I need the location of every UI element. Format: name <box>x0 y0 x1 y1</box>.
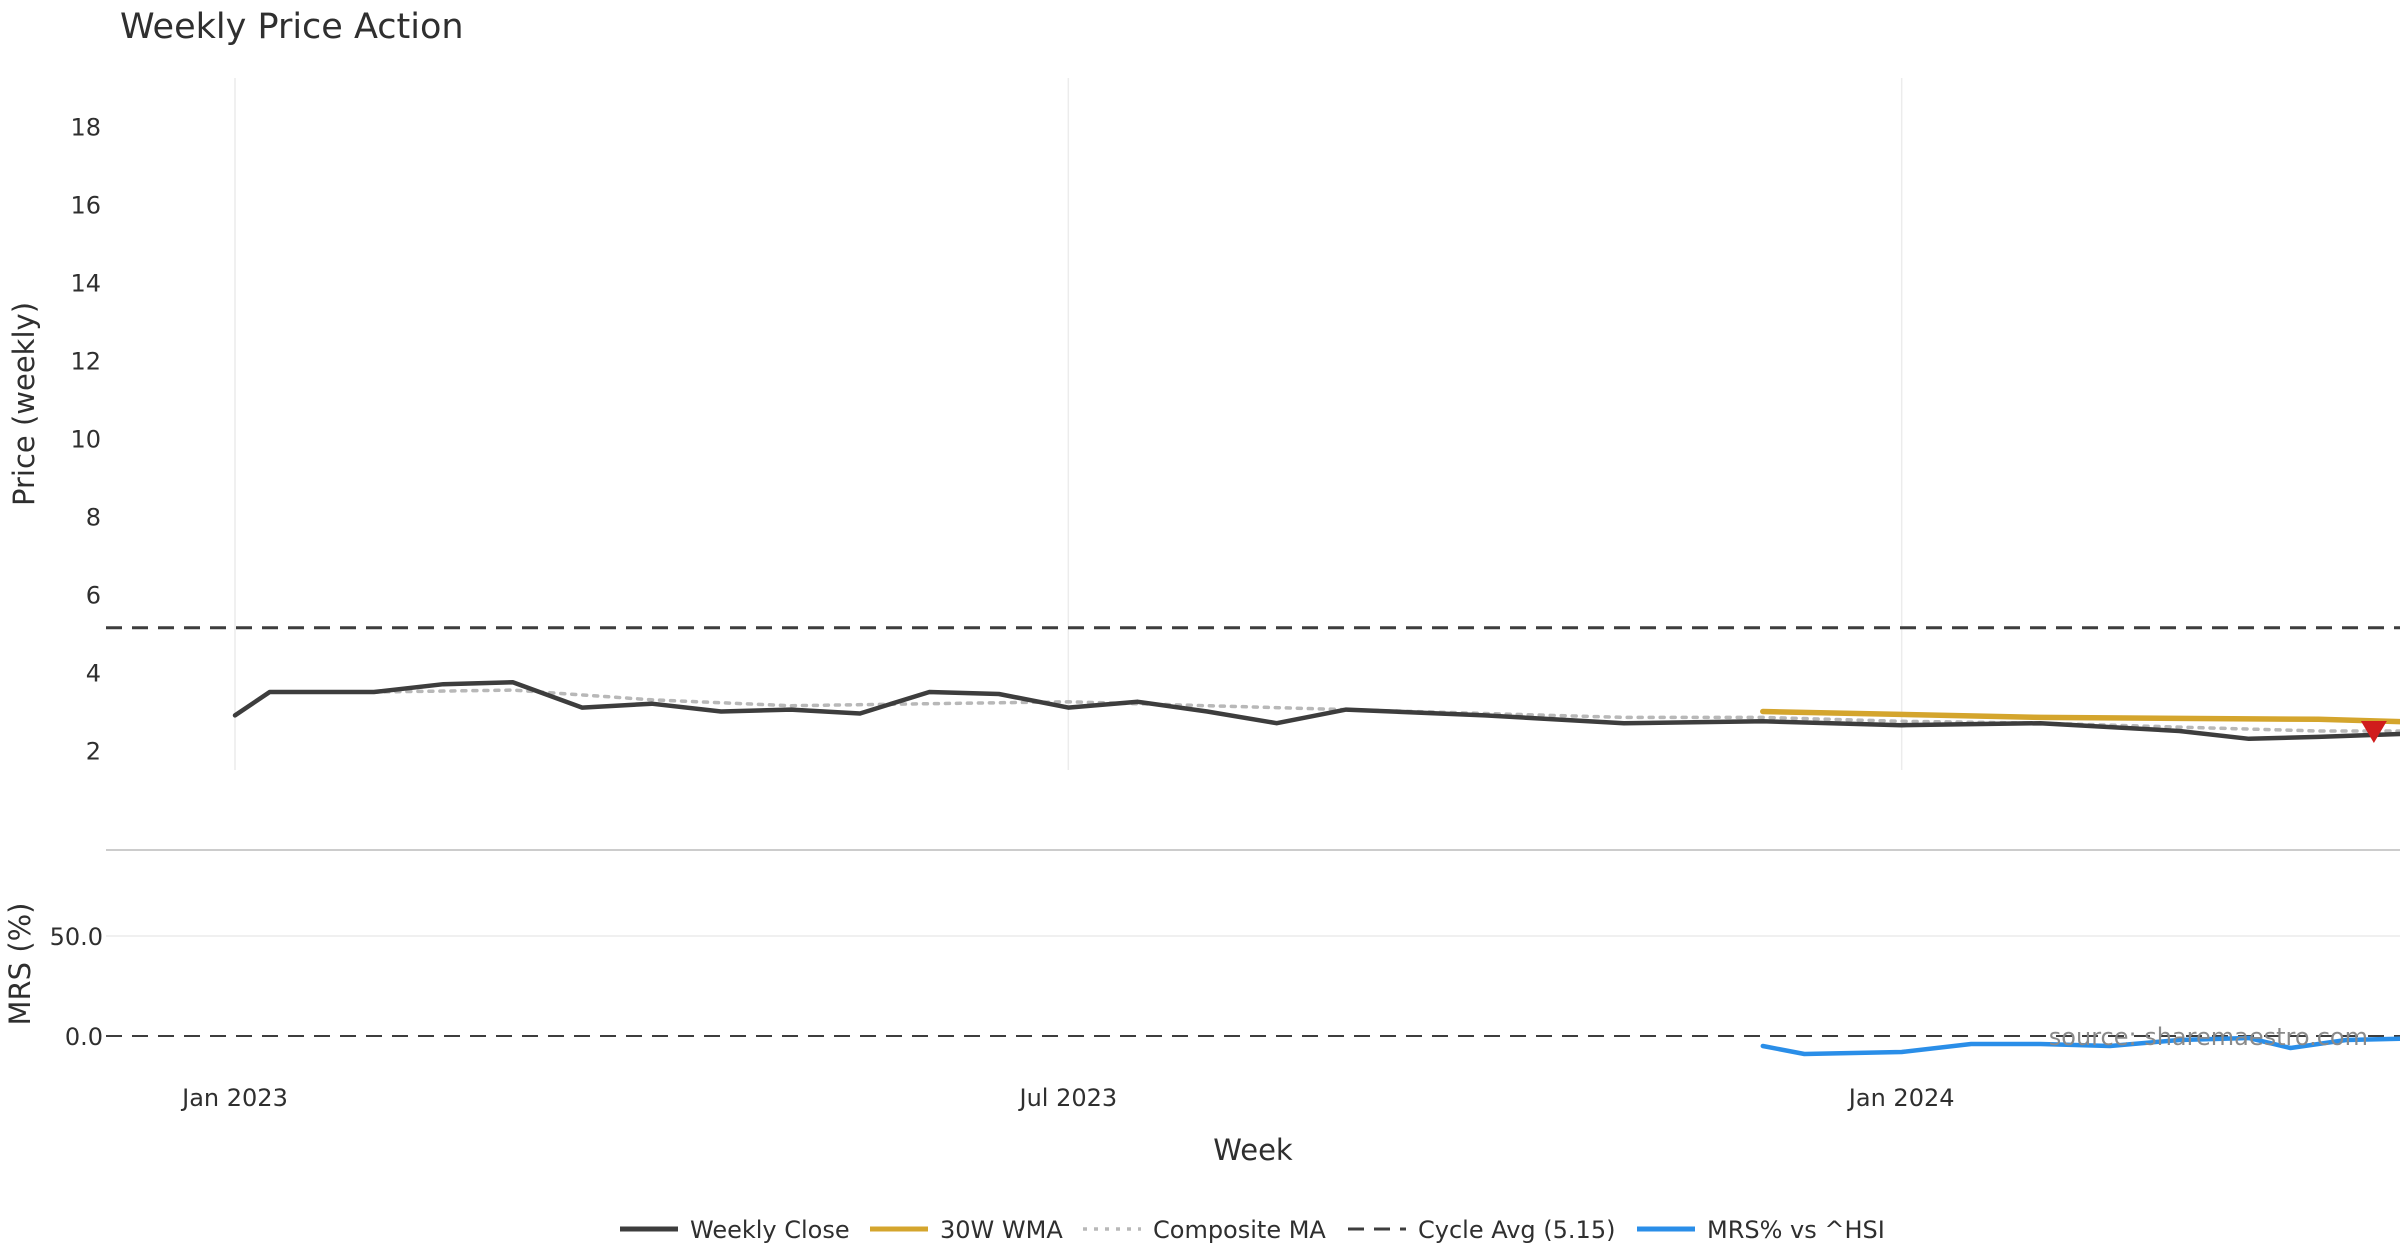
mrs-y-axis: 0.0 50.0 <box>50 923 103 1051</box>
wma-30w-line <box>1760 708 2400 725</box>
legend-label: Composite MA <box>1153 1216 1326 1244</box>
x-tick-label: Jan 2024 <box>1847 1084 1955 1112</box>
price-axis-label: Price (weekly) <box>7 302 41 506</box>
legend: Weekly Close 30W WMA Composite MA Cycle Avg… <box>620 1216 1885 1244</box>
legend-label: Weekly Close <box>690 1216 850 1244</box>
mrs-y-tick: 0.0 <box>65 1023 103 1051</box>
price-y-tick: 6 <box>86 582 101 610</box>
price-gridlines <box>234 78 1903 770</box>
mrs-gridlines <box>106 935 2400 1037</box>
sell-signal-marker <box>2360 721 2387 744</box>
legend-label: Cycle Avg (5.15) <box>1418 1216 1615 1244</box>
mrs-axis-label: MRS (%) <box>3 903 37 1026</box>
price-series-group <box>232 680 2400 742</box>
x-tick-label: Jan 2023 <box>180 1084 288 1112</box>
source-note: source: sharemaestro.com <box>2049 1023 2368 1051</box>
price-y-tick: 4 <box>86 660 101 688</box>
chart-title: Weekly Price Action <box>120 7 464 47</box>
weekly-close-line <box>232 680 2400 742</box>
price-y-tick: 2 <box>86 738 101 766</box>
mrs-y-tick: 50.0 <box>50 923 103 951</box>
price-y-axis: 2 4 6 8 10 12 14 16 18 <box>70 114 101 766</box>
price-y-tick: 18 <box>70 114 101 142</box>
price-y-tick: 16 <box>70 192 101 220</box>
price-y-tick: 14 <box>70 270 101 298</box>
legend-label: 30W WMA <box>940 1216 1063 1244</box>
price-y-tick: 8 <box>86 504 101 532</box>
price-y-tick: 12 <box>70 348 101 376</box>
signal-markers <box>2360 721 2387 744</box>
x-axis-label: Week <box>1213 1133 1293 1167</box>
legend-label: MRS% vs ^HSI <box>1707 1216 1885 1244</box>
x-tick-label: Jul 2023 <box>1017 1084 1117 1112</box>
price-y-tick: 10 <box>70 426 101 454</box>
composite-ma-line <box>372 688 2400 733</box>
